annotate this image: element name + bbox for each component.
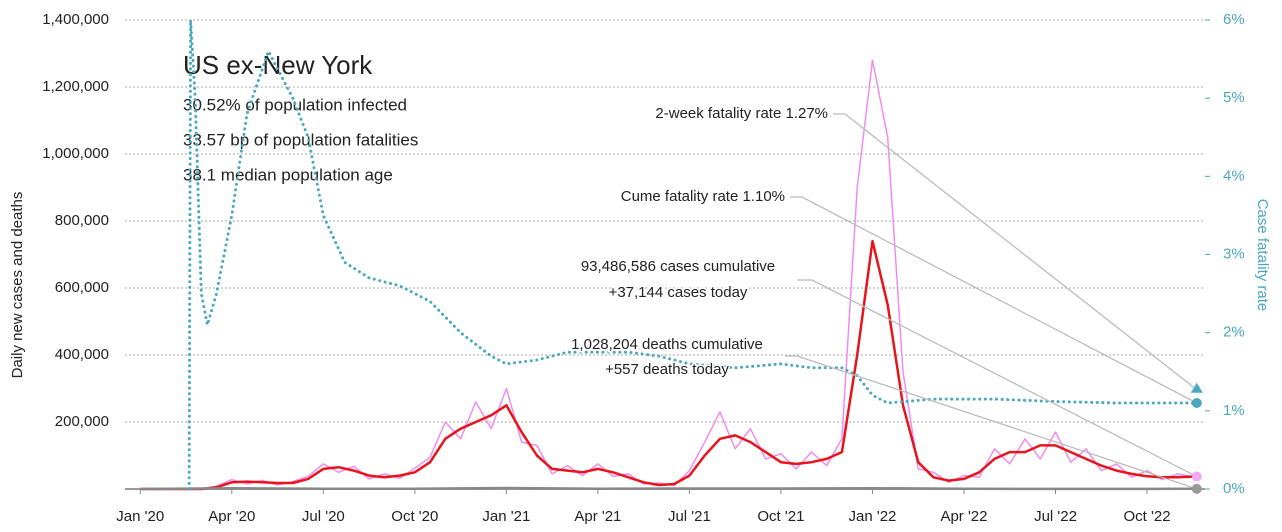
y-tick-label: 1,400,000 (42, 11, 109, 28)
leader-line (790, 196, 1198, 404)
annotation: +37,144 cases today (609, 284, 748, 301)
y2-tick-label: 3% (1223, 245, 1245, 262)
y-axis-label: Daily new cases and deaths (9, 192, 26, 379)
y2-tick-label: 4% (1223, 167, 1245, 184)
leader-line (797, 279, 1198, 478)
y-tick-label: 400,000 (55, 346, 109, 363)
x-tick-label: Apr '22 (940, 508, 987, 525)
end-marker (1191, 398, 1202, 409)
x-tick-label: Oct '21 (757, 508, 804, 525)
x-tick-label: Jan '22 (849, 508, 897, 525)
end-marker (1191, 483, 1202, 494)
y2-tick-label: 1% (1223, 402, 1245, 419)
y-tick-label: 800,000 (55, 212, 109, 229)
x-tick-label: Apr '20 (208, 508, 255, 525)
series-line (187, 18, 1195, 491)
x-tick-label: Jan '20 (116, 508, 164, 525)
end-marker (1190, 382, 1203, 393)
y2-tick-label: 2% (1223, 324, 1245, 341)
y2-tick-label: 5% (1223, 89, 1245, 106)
y-tick-label: 200,000 (55, 413, 109, 430)
x-tick-label: Jul '21 (668, 508, 711, 525)
subtitle: 33.57 bp of population fatalities (183, 130, 418, 149)
x-tick-label: Apr '21 (574, 508, 621, 525)
end-marker (1191, 471, 1202, 482)
annotation: 1,028,204 deaths cumulative (571, 336, 763, 353)
y2-tick-label: 0% (1223, 480, 1245, 497)
series-line (140, 486, 1193, 491)
x-tick-label: Oct '22 (1124, 508, 1171, 525)
annotation: +557 deaths today (605, 361, 729, 378)
y-tick-label: 600,000 (55, 279, 109, 296)
y-tick-label: 1,200,000 (42, 78, 109, 95)
x-tick-label: Jul '22 (1034, 508, 1077, 525)
leader-line (833, 113, 1198, 391)
x-tick-label: Oct '20 (391, 508, 438, 525)
y2-axis-label: Case fatality rate (1254, 199, 1271, 312)
annotation: 93,486,586 cases cumulative (581, 258, 775, 275)
subtitle: 38.1 median population age (183, 165, 393, 184)
chart-title: US ex-New York (183, 50, 373, 80)
x-tick-label: Jul '20 (302, 508, 345, 525)
y2-tick-label: 6% (1223, 11, 1245, 28)
y-tick-label: 1,000,000 (42, 145, 109, 162)
annotation: 2-week fatality rate 1.27% (655, 105, 828, 122)
leader-line (785, 355, 1198, 490)
series-line (140, 239, 1193, 491)
annotation: Cume fatality rate 1.10% (621, 188, 785, 205)
x-tick-label: Jan '21 (482, 508, 530, 525)
